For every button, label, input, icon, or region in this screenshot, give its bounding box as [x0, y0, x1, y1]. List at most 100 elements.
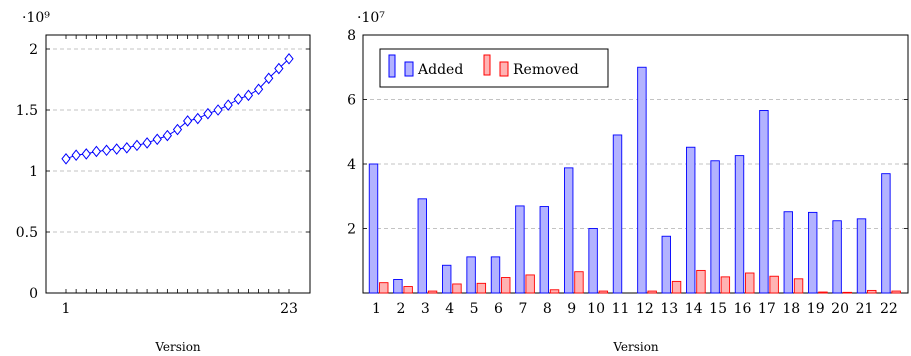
- right-x-tick-label: 2: [396, 301, 405, 317]
- left-series-point: [233, 93, 243, 105]
- bar-added: [710, 160, 720, 294]
- bar-added: [637, 66, 647, 294]
- left-series-point: [152, 133, 162, 146]
- bar-added: [686, 146, 696, 294]
- left-line-chart: 0 0.5 1 1.5 2 1 23 ·10⁹ Version: [16, 10, 311, 354]
- bar-removed: [696, 269, 706, 294]
- left-series-point: [193, 112, 203, 125]
- bar-removed: [745, 272, 755, 294]
- left-series-point: [101, 144, 112, 157]
- left-y-tick-label: 0: [29, 286, 38, 302]
- bar-removed: [403, 286, 413, 294]
- bar-added: [490, 256, 501, 294]
- left-series-point: [132, 139, 142, 152]
- left-y-exponent: ·10⁹: [22, 10, 50, 26]
- bar-added: [588, 228, 598, 294]
- right-x-tick-label: 10: [587, 301, 605, 317]
- left-series-point: [182, 115, 193, 127]
- left-series-point: [61, 152, 71, 165]
- right-x-tick-label: 22: [880, 301, 898, 317]
- bar-added: [393, 279, 403, 294]
- left-y-tick-label: 0.5: [16, 225, 38, 241]
- left-x-tick-label: 23: [280, 301, 298, 317]
- bar-added: [856, 218, 867, 294]
- bar-added: [417, 198, 427, 294]
- right-x-tick-label: 1: [372, 301, 381, 317]
- right-x-tick-label: 20: [831, 301, 849, 317]
- bar-added: [808, 211, 818, 294]
- legend: Added Removed: [379, 48, 609, 88]
- bar-removed: [867, 289, 877, 294]
- bar-removed: [525, 274, 535, 294]
- left-series-point: [81, 148, 91, 160]
- left-series-point: [122, 142, 132, 154]
- bar-added: [661, 235, 671, 294]
- right-x-tick-label: 15: [709, 301, 727, 317]
- bar-added: [539, 206, 549, 294]
- legend-box: [379, 48, 609, 88]
- bar-removed: [379, 282, 389, 294]
- left-y-ticks: 0 0.5 1 1.5 2: [16, 42, 310, 302]
- right-gridlines: [363, 99, 908, 229]
- right-x-tick-label: 3: [421, 301, 430, 317]
- bar-removed: [549, 289, 560, 294]
- bar-added: [759, 110, 769, 294]
- bar-added: [734, 155, 745, 294]
- bar-removed: [793, 278, 804, 294]
- bar-removed: [842, 291, 853, 294]
- bar-added: [515, 205, 525, 294]
- right-x-tick-label: 19: [807, 301, 825, 317]
- right-x-tick-label: 18: [782, 301, 800, 317]
- right-x-tick-label: 9: [567, 301, 576, 317]
- left-series-point: [203, 107, 213, 120]
- bar-removed: [891, 290, 901, 294]
- right-x-axis-title: Version: [612, 340, 659, 354]
- left-series-point: [71, 149, 81, 161]
- legend-swatch-removed-2: [499, 61, 509, 77]
- left-series-point: [243, 89, 254, 102]
- legend-swatch-added-2: [404, 61, 414, 77]
- bar-added: [564, 167, 574, 294]
- left-y-tick-label: 1.5: [16, 103, 38, 119]
- right-y-tick-label: 8: [347, 28, 356, 44]
- right-x-tick-label: 8: [543, 301, 552, 317]
- right-x-tick-label: 13: [660, 301, 678, 317]
- left-series-point: [223, 99, 233, 111]
- left-series-line: [65, 58, 290, 160]
- left-x-tick-label: 1: [62, 301, 71, 317]
- left-series-point: [264, 72, 274, 85]
- left-series-point: [162, 129, 173, 142]
- left-series-point: [253, 83, 264, 96]
- bar-removed: [427, 290, 438, 294]
- bar-removed: [452, 283, 462, 294]
- legend-swatch-added: [388, 54, 396, 78]
- left-series-point: [112, 143, 122, 155]
- right-y-tick-label: 4: [347, 157, 356, 173]
- right-x-tick-label: 16: [734, 301, 752, 317]
- bar-removed: [818, 291, 828, 294]
- bar-removed: [671, 280, 682, 294]
- left-gridlines: [46, 48, 310, 233]
- left-series-point: [284, 52, 294, 65]
- left-series-point: [91, 145, 102, 158]
- right-x-tick-label: 5: [470, 301, 479, 317]
- left-series-point: [142, 137, 152, 149]
- right-y-exponent: ·10⁷: [357, 10, 385, 26]
- right-x-tick-label: 21: [856, 301, 874, 317]
- right-x-tick-label: 14: [685, 301, 703, 317]
- right-x-tick-label: 12: [636, 301, 654, 317]
- bar-added: [612, 134, 623, 294]
- left-y-tick-label: 1: [29, 164, 38, 180]
- bar-added: [442, 264, 452, 294]
- bar-removed: [598, 290, 609, 294]
- right-x-tick-label: 17: [758, 301, 776, 317]
- bar-removed: [647, 290, 657, 294]
- legend-label-removed: Removed: [513, 62, 579, 78]
- left-y-tick-label: 2: [29, 42, 38, 58]
- right-y-tick-label: 6: [347, 93, 356, 109]
- bar-removed: [574, 271, 584, 294]
- bar-removed: [769, 275, 779, 294]
- right-x-tick-label: 4: [445, 301, 454, 317]
- right-x-tick-label: 6: [494, 301, 503, 317]
